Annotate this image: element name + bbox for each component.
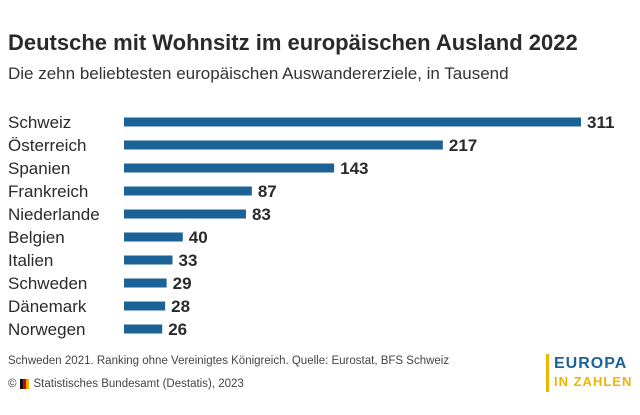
- logo-line-1: EUROPA: [554, 355, 628, 372]
- category-label-frankreich: Frankreich: [8, 182, 88, 201]
- bar-chart: Schweiz 311 Österreich 217 Spanien 143 Frankre…: [8, 113, 614, 339]
- value-label-spanien: 143: [340, 159, 368, 178]
- category-label-spanien: Spanien: [8, 159, 70, 178]
- category-label-schweden: Schweden: [8, 274, 87, 293]
- category-label-italien: Italien: [8, 251, 53, 270]
- source-note: Schweden 2021. Ranking ohne Vereinigtes …: [8, 355, 450, 367]
- german-flag-icon: [20, 379, 30, 389]
- value-label-belgien: 40: [189, 228, 208, 247]
- category-label-norwegen: Norwegen: [8, 320, 86, 339]
- bar-italien: [124, 255, 173, 265]
- bar-schweiz: [124, 117, 581, 127]
- bar-österreich: [124, 140, 443, 150]
- value-label-italien: 33: [178, 251, 197, 270]
- value-label-frankreich: 87: [258, 182, 277, 201]
- category-label-belgien: Belgien: [8, 228, 65, 247]
- bar-dänemark: [124, 301, 166, 311]
- category-label-niederlande: Niederlande: [8, 205, 100, 224]
- category-label-schweiz: Schweiz: [8, 113, 71, 132]
- value-label-norwegen: 26: [168, 320, 187, 339]
- logo-line-2: IN ZAHLEN: [554, 374, 633, 389]
- category-label-österreich: Österreich: [8, 136, 86, 155]
- europa-in-zahlen-logo: EUROPA IN ZAHLEN: [546, 354, 632, 392]
- bar-belgien: [124, 232, 183, 242]
- chart-subtitle: Die zehn beliebtesten europäischen Auswa…: [8, 64, 509, 83]
- bar-schweden: [124, 278, 167, 288]
- bar-frankreich: [124, 186, 252, 196]
- bar-norwegen: [124, 324, 163, 334]
- value-label-schweden: 29: [173, 274, 192, 293]
- copyright-symbol: ©: [8, 378, 17, 390]
- copyright-text: Statistisches Bundesamt (Destatis), 2023: [33, 378, 244, 390]
- copyright-line: © Statistisches Bundesamt (Destatis), 20…: [8, 378, 244, 390]
- value-label-niederlande: 83: [252, 205, 271, 224]
- value-label-österreich: 217: [449, 136, 477, 155]
- bar-niederlande: [124, 209, 246, 219]
- bar-spanien: [124, 163, 335, 173]
- category-label-dänemark: Dänemark: [8, 297, 87, 316]
- value-label-dänemark: 28: [171, 297, 190, 316]
- chart-title: Deutsche mit Wohnsitz im europäischen Au…: [8, 30, 578, 55]
- value-label-schweiz: 311: [587, 113, 614, 132]
